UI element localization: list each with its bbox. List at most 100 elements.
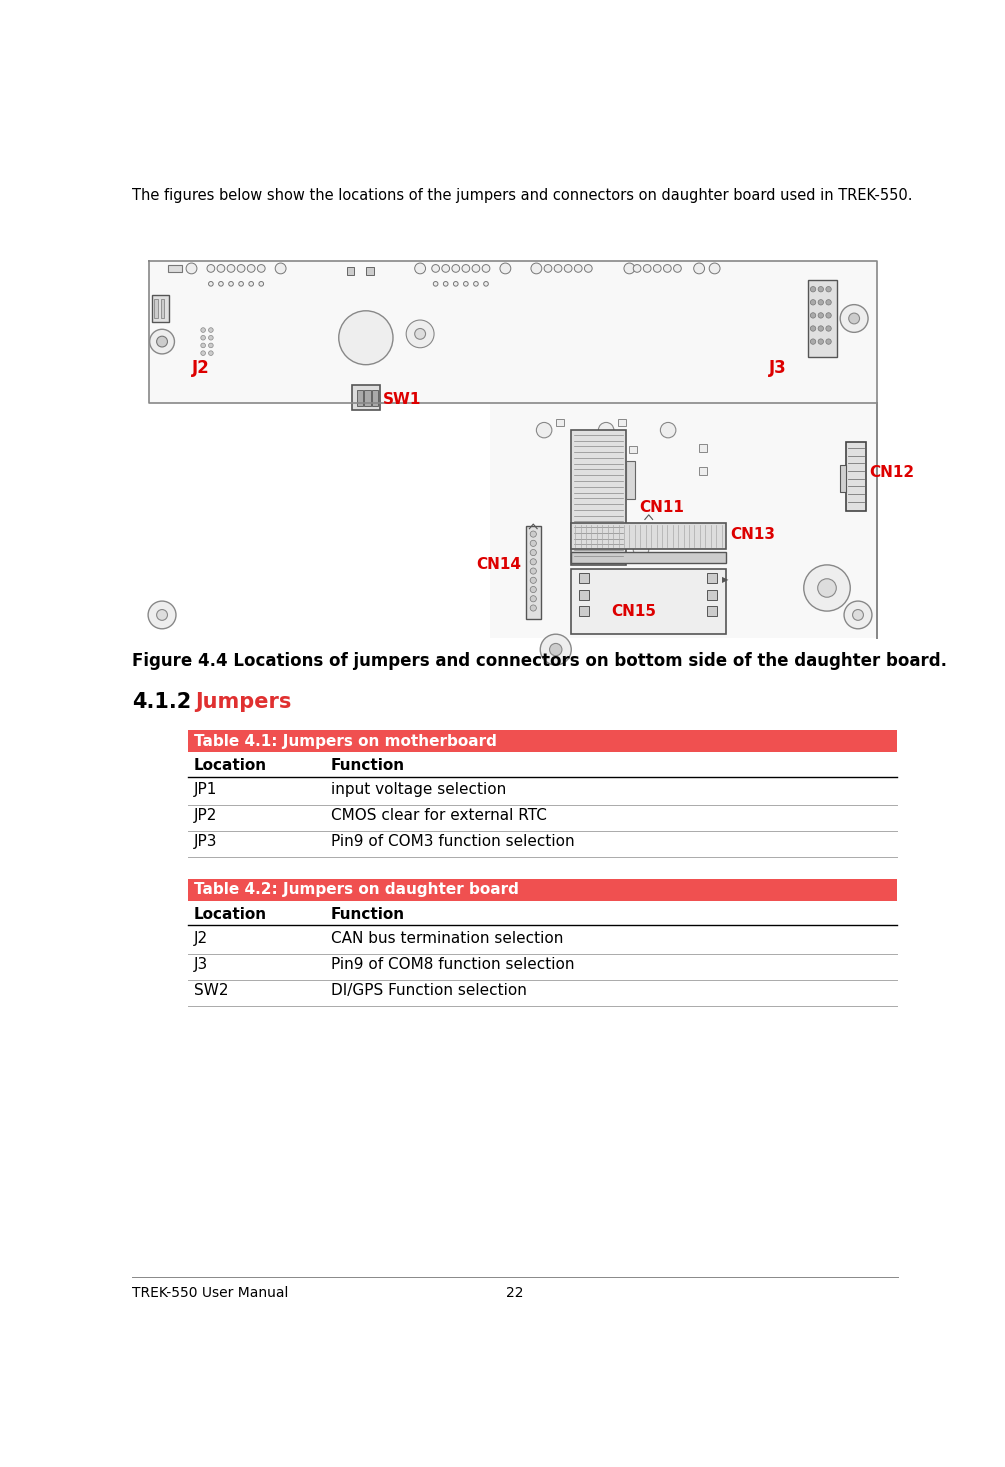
Circle shape (209, 336, 213, 340)
Circle shape (564, 264, 572, 273)
Circle shape (810, 299, 816, 305)
Text: J3: J3 (194, 956, 208, 971)
Text: 22: 22 (506, 1287, 524, 1300)
Circle shape (848, 312, 859, 324)
Text: CN12: CN12 (869, 465, 915, 480)
Circle shape (148, 601, 176, 629)
Circle shape (432, 264, 439, 273)
Circle shape (209, 327, 213, 333)
Bar (707, 606, 717, 616)
Bar (365, 390, 371, 405)
Circle shape (818, 286, 823, 292)
Circle shape (660, 422, 676, 437)
Circle shape (209, 282, 213, 286)
Text: JP1: JP1 (194, 782, 217, 797)
Text: Location: Location (194, 907, 267, 921)
Circle shape (818, 579, 836, 597)
Circle shape (247, 264, 255, 273)
Bar (846, 442, 865, 511)
Bar (489, 403, 877, 638)
Circle shape (826, 286, 831, 292)
Circle shape (585, 264, 592, 273)
Circle shape (473, 282, 478, 286)
Text: Function: Function (331, 907, 405, 921)
Bar (579, 572, 589, 582)
Circle shape (483, 282, 488, 286)
Circle shape (544, 264, 552, 273)
Text: CMOS clear for external RTC: CMOS clear for external RTC (331, 808, 547, 823)
Circle shape (257, 264, 265, 273)
Circle shape (482, 264, 489, 273)
Bar (840, 465, 846, 491)
Text: Location: Location (194, 758, 267, 773)
Circle shape (462, 264, 469, 273)
Circle shape (275, 263, 286, 274)
Text: Figure 4.4 Locations of jumpers and connectors on bottom side of the daughter bo: Figure 4.4 Locations of jumpers and conn… (132, 651, 947, 670)
Text: Jumpers: Jumpers (195, 692, 291, 711)
Text: input voltage selection: input voltage selection (331, 782, 507, 797)
Bar (556, 418, 564, 427)
Circle shape (453, 282, 458, 286)
Circle shape (237, 264, 245, 273)
Circle shape (818, 299, 823, 305)
Text: JP2: JP2 (194, 808, 217, 823)
Circle shape (810, 339, 816, 345)
Text: Pin9 of COM8 function selection: Pin9 of COM8 function selection (331, 956, 575, 971)
Circle shape (442, 264, 449, 273)
Circle shape (443, 282, 448, 286)
Circle shape (415, 263, 425, 274)
Circle shape (531, 577, 537, 584)
Circle shape (157, 336, 168, 348)
Text: J3: J3 (769, 359, 787, 377)
Circle shape (810, 312, 816, 318)
Circle shape (201, 336, 205, 340)
Circle shape (818, 326, 823, 332)
Circle shape (826, 339, 831, 345)
Text: J2: J2 (194, 930, 208, 946)
Circle shape (186, 263, 197, 274)
Bar (699, 467, 707, 475)
Text: CN13: CN13 (730, 527, 775, 541)
Bar (699, 445, 707, 452)
Bar (347, 267, 354, 274)
Circle shape (239, 282, 243, 286)
Text: Table 4.2: Jumpers on daughter board: Table 4.2: Jumpers on daughter board (194, 882, 519, 898)
Circle shape (624, 263, 635, 274)
Circle shape (219, 282, 223, 286)
Bar (629, 446, 637, 453)
Bar (526, 527, 541, 619)
Circle shape (259, 282, 263, 286)
Circle shape (249, 282, 253, 286)
Circle shape (840, 305, 868, 333)
Circle shape (227, 264, 235, 273)
Circle shape (642, 571, 655, 582)
Bar (618, 418, 625, 427)
Circle shape (810, 326, 816, 332)
Text: SW1: SW1 (383, 392, 421, 406)
Circle shape (209, 343, 213, 348)
Bar (625, 461, 635, 499)
Circle shape (531, 587, 537, 593)
Circle shape (818, 339, 823, 345)
Bar (579, 590, 589, 600)
Circle shape (673, 264, 681, 273)
Bar (366, 267, 374, 274)
Bar (152, 295, 169, 323)
Circle shape (339, 311, 393, 365)
Circle shape (452, 264, 459, 273)
Circle shape (693, 263, 705, 274)
Circle shape (844, 601, 872, 629)
Circle shape (463, 282, 468, 286)
Circle shape (229, 282, 233, 286)
Circle shape (415, 329, 425, 339)
Bar (188, 879, 896, 901)
Bar (188, 731, 896, 753)
Bar (168, 264, 182, 273)
Circle shape (406, 320, 434, 348)
Text: CN14: CN14 (476, 557, 522, 572)
Circle shape (541, 634, 571, 665)
Bar (149, 261, 877, 403)
Text: CN15: CN15 (611, 603, 655, 619)
Bar (161, 299, 165, 318)
Circle shape (209, 351, 213, 355)
